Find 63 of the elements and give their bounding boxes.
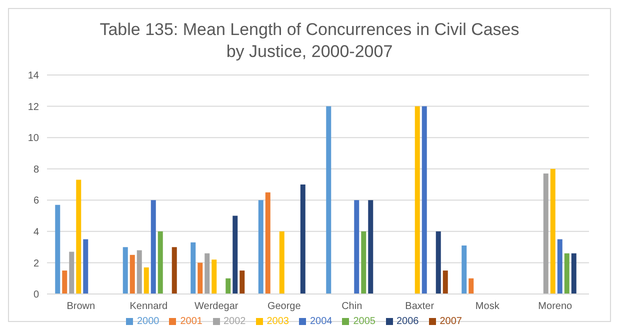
legend-label: 2006 xyxy=(396,316,419,327)
bar xyxy=(130,254,135,294)
bar xyxy=(550,168,556,294)
bar xyxy=(55,204,60,294)
y-tick-label: 2 xyxy=(33,258,40,270)
bar xyxy=(150,200,156,294)
bar xyxy=(442,270,448,294)
bar xyxy=(62,270,68,294)
bar xyxy=(83,239,88,294)
bar xyxy=(258,200,264,294)
x-tick-label: Baxter xyxy=(405,301,435,312)
x-tick-label: Brown xyxy=(66,301,96,312)
bar xyxy=(368,200,374,294)
bar xyxy=(543,174,548,294)
x-tick-label: Chin xyxy=(342,301,362,312)
bar xyxy=(279,231,284,294)
bar xyxy=(462,246,467,294)
x-tick-label: Kennard xyxy=(130,301,168,312)
bar xyxy=(144,267,149,294)
bar xyxy=(564,253,570,294)
bar xyxy=(212,260,217,294)
bar xyxy=(204,253,210,294)
bar xyxy=(69,252,74,294)
legend-label: 2005 xyxy=(353,316,376,327)
y-tick-label: 0 xyxy=(33,290,40,301)
bar xyxy=(240,270,245,294)
bar xyxy=(422,106,427,294)
y-tick-label: 14 xyxy=(28,70,40,82)
bar xyxy=(571,253,576,294)
bar xyxy=(172,247,177,294)
y-tick-label: 8 xyxy=(33,164,40,176)
bar xyxy=(326,106,332,294)
bar xyxy=(300,184,306,294)
y-tick-label: 10 xyxy=(28,133,40,144)
legend-label: 2004 xyxy=(310,316,332,327)
x-tick-label: George xyxy=(267,301,302,312)
y-tick-label: 12 xyxy=(28,102,40,113)
legend-label: 2007 xyxy=(440,316,462,327)
bar xyxy=(354,200,360,294)
x-tick-label: Mosk xyxy=(475,301,500,312)
bar xyxy=(414,106,420,294)
bar xyxy=(436,231,441,294)
chart-title: Table 135: Mean Length of Concurrences in Civil Cases by Justice, 2000-2007 xyxy=(100,19,520,63)
y-tick-label: 6 xyxy=(33,196,40,207)
bar xyxy=(232,216,238,294)
bar xyxy=(136,250,142,294)
y-tick-label: 4 xyxy=(33,226,40,238)
legend-label: 2000 xyxy=(137,316,160,327)
bar xyxy=(198,262,203,294)
bar xyxy=(226,278,231,294)
legend-label: 2001 xyxy=(180,316,202,327)
x-tick-label: Werdegar xyxy=(194,301,239,312)
x-tick-label: Moreno xyxy=(538,301,573,312)
bar xyxy=(190,242,196,294)
bar xyxy=(265,192,270,294)
bar xyxy=(468,278,474,294)
bar xyxy=(557,239,562,294)
legend-label: 2002 xyxy=(224,316,246,327)
legend-label: 2003 xyxy=(266,316,289,327)
bar xyxy=(76,180,82,294)
bar xyxy=(361,231,366,294)
bar xyxy=(122,247,128,294)
bar xyxy=(158,231,163,294)
